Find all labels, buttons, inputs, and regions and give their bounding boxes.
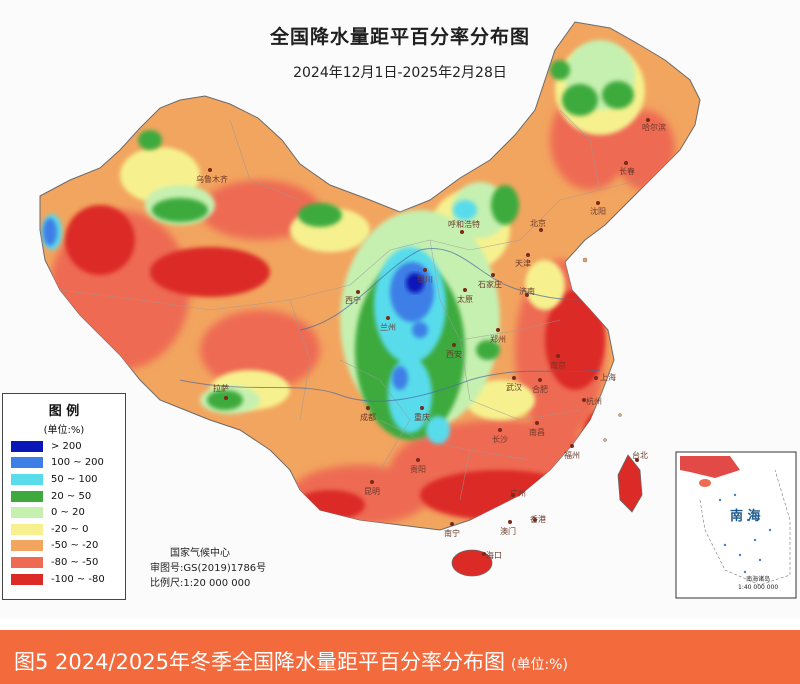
city-label: 贵阳 bbox=[410, 464, 426, 474]
city-label: 合肥 bbox=[532, 384, 548, 394]
city-label: 呼和浩特 bbox=[448, 219, 480, 229]
legend-label: 20 ~ 50 bbox=[51, 490, 92, 502]
legend-item: -80 ~ -50 bbox=[3, 554, 125, 571]
city-label: 哈尔滨 bbox=[642, 122, 666, 132]
city-label: 郑州 bbox=[490, 334, 506, 344]
city-label: 香港 bbox=[530, 514, 546, 524]
hainan-island bbox=[451, 549, 493, 577]
city-label: 昆明 bbox=[364, 487, 380, 496]
legend-swatch bbox=[11, 573, 43, 585]
legend-swatch bbox=[11, 440, 43, 452]
legend-item: -50 ~ -20 bbox=[3, 538, 125, 555]
city-label: 杭州 bbox=[586, 396, 602, 406]
city-label: 石家庄 bbox=[478, 279, 502, 289]
inset-sea-label: 南 海 bbox=[730, 509, 761, 524]
legend-item: -100 ~ -80 bbox=[3, 571, 125, 588]
credits-scale: 比例尺:1:20 000 000 bbox=[150, 578, 251, 589]
legend-label: -20 ~ 0 bbox=[51, 523, 89, 535]
legend-title: 图 例 bbox=[48, 404, 80, 419]
taiwan-island bbox=[617, 454, 643, 513]
legend-swatch bbox=[11, 540, 43, 552]
city-label: 兰州 bbox=[380, 322, 396, 332]
city-label: 天津 bbox=[515, 258, 531, 268]
city-label: 台北 bbox=[632, 450, 648, 460]
legend-label: -80 ~ -50 bbox=[51, 556, 99, 568]
city-label: 济南 bbox=[519, 286, 535, 296]
map-title: 全国降水量距平百分率分布图 bbox=[269, 26, 530, 48]
city-label: 南宁 bbox=[444, 528, 460, 538]
legend-label: 100 ~ 200 bbox=[51, 457, 104, 469]
city-label: 成都 bbox=[360, 412, 376, 422]
legend-swatch bbox=[11, 473, 43, 485]
legend-item: 0 ~ 20 bbox=[3, 504, 125, 521]
legend-item: 50 ~ 100 bbox=[3, 471, 125, 488]
legend-unit: (单位:%) bbox=[43, 425, 85, 436]
city-label: 拉萨 bbox=[213, 383, 229, 393]
map-credits: 国家气候中心 审图号:GS(2019)1786号 比例尺:1:20 000 00… bbox=[150, 546, 266, 591]
inset-islands-label: 南海诸岛 bbox=[746, 576, 771, 583]
city-label: 长春 bbox=[619, 166, 635, 176]
city-label: 福州 bbox=[564, 451, 580, 460]
city-label: 重庆 bbox=[414, 412, 430, 422]
caption-bar: 图5 2024/2025年冬季全国降水量距平百分率分布图 (单位:%) bbox=[0, 630, 800, 684]
inset-caption: 南海诸岛 1:40 000 000 bbox=[738, 576, 778, 592]
credits-agency: 国家气候中心 bbox=[170, 548, 230, 559]
legend-swatch bbox=[11, 556, 43, 568]
city-markers bbox=[208, 118, 650, 556]
city-label: 乌鲁木齐 bbox=[196, 174, 228, 184]
legend-swatch bbox=[11, 457, 43, 469]
city-label: 澳门 bbox=[500, 526, 516, 536]
city-label: 西宁 bbox=[345, 295, 361, 305]
city-label: 长沙 bbox=[492, 434, 508, 444]
city-label: 西安 bbox=[446, 349, 462, 359]
legend-label: -100 ~ -80 bbox=[51, 573, 105, 585]
legend-swatch bbox=[11, 507, 43, 519]
caption-text: 图5 2024/2025年冬季全国降水量距平百分率分布图 bbox=[14, 650, 505, 674]
city-label: 南京 bbox=[550, 360, 566, 370]
legend-item: 20 ~ 50 bbox=[3, 488, 125, 505]
legend-label: > 200 bbox=[51, 440, 82, 452]
inset-scale: 1:40 000 000 bbox=[738, 584, 779, 591]
precipitation-map: 乌鲁木齐 呼和浩特 哈尔滨 长春 沈阳 北京 天津 银川 西宁 兰州 拉萨 成都… bbox=[39, 21, 797, 599]
city-label: 沈阳 bbox=[590, 206, 606, 216]
legend-swatch bbox=[11, 523, 43, 535]
city-label: 海口 bbox=[486, 550, 502, 560]
legend-label: 0 ~ 20 bbox=[51, 507, 85, 519]
city-label: 广州 bbox=[510, 488, 526, 498]
city-label: 上海 bbox=[600, 372, 616, 382]
city-label: 银川 bbox=[417, 274, 433, 284]
map-date-range: 2024年12月1日-2025年2月28日 bbox=[293, 65, 507, 81]
legend-item: 100 ~ 200 bbox=[3, 455, 125, 472]
credits-map-number: 审图号:GS(2019)1786号 bbox=[150, 563, 267, 574]
caption-unit: (单位:%) bbox=[511, 657, 568, 673]
legend-item: -20 ~ 0 bbox=[3, 521, 125, 538]
precipitation-zones bbox=[42, 40, 675, 525]
legend-item: > 200 bbox=[3, 438, 125, 455]
legend: 图 例 (单位:%) > 200 100 ~ 200 50 ~ 100 20 ~… bbox=[2, 393, 126, 600]
legend-label: 50 ~ 100 bbox=[51, 473, 98, 485]
city-labels: 乌鲁木齐 呼和浩特 哈尔滨 长春 沈阳 北京 天津 银川 西宁 兰州 拉萨 成都… bbox=[196, 122, 666, 560]
south-china-sea-inset bbox=[675, 451, 797, 599]
legend-swatch bbox=[11, 490, 43, 502]
city-label: 南昌 bbox=[529, 427, 545, 437]
legend-label: -50 ~ -20 bbox=[51, 540, 99, 552]
city-label: 太原 bbox=[457, 294, 473, 304]
map-panel: 乌鲁木齐 呼和浩特 哈尔滨 长春 沈阳 北京 天津 银川 西宁 兰州 拉萨 成都… bbox=[2, 21, 797, 600]
figure-caption: 图5 2024/2025年冬季全国降水量距平百分率分布图 (单位:%) bbox=[14, 646, 568, 676]
city-label: 北京 bbox=[530, 218, 546, 228]
city-label: 武汉 bbox=[506, 382, 522, 392]
